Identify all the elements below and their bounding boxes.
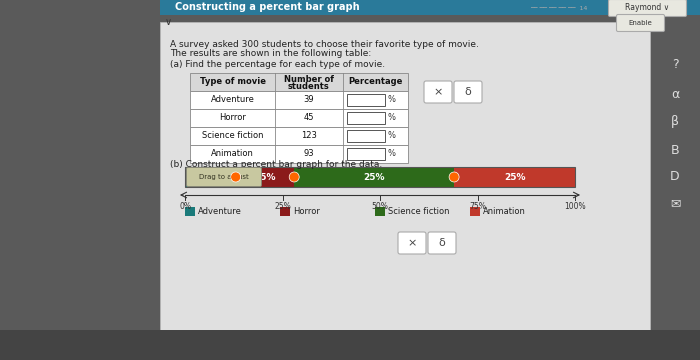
Text: %: % xyxy=(388,95,396,104)
FancyBboxPatch shape xyxy=(424,81,452,103)
Text: 45: 45 xyxy=(304,113,314,122)
Text: Percentage: Percentage xyxy=(349,77,402,86)
Text: (b) Construct a percent bar graph for the data.: (b) Construct a percent bar graph for th… xyxy=(170,160,382,169)
Text: ?: ? xyxy=(672,58,678,72)
Text: 25%: 25% xyxy=(254,172,276,181)
Text: Adventure: Adventure xyxy=(198,207,242,216)
Text: 100%: 100% xyxy=(564,202,586,211)
Bar xyxy=(280,207,290,216)
Text: Drag to adjust: Drag to adjust xyxy=(199,174,249,180)
Text: Constructing a percent bar graph: Constructing a percent bar graph xyxy=(175,3,360,13)
Text: Enable: Enable xyxy=(628,20,652,26)
Bar xyxy=(236,167,294,187)
Bar xyxy=(375,207,385,216)
Text: Science fiction: Science fiction xyxy=(388,207,449,216)
Text: ×: × xyxy=(433,87,442,97)
Circle shape xyxy=(449,172,459,182)
Text: Number of: Number of xyxy=(284,75,334,84)
Bar xyxy=(185,167,575,187)
Text: %: % xyxy=(388,113,396,122)
Text: Raymond ∨: Raymond ∨ xyxy=(625,4,669,13)
Text: 25%: 25% xyxy=(504,172,525,181)
Text: 25%: 25% xyxy=(363,172,385,181)
Text: β: β xyxy=(671,116,679,129)
Bar xyxy=(185,207,195,216)
Text: ✉: ✉ xyxy=(670,198,680,211)
Text: Science fiction: Science fiction xyxy=(202,131,263,140)
FancyBboxPatch shape xyxy=(608,0,687,17)
Text: Animation: Animation xyxy=(483,207,526,216)
Text: δ: δ xyxy=(439,238,445,248)
Bar xyxy=(347,94,385,106)
Text: (a) Find the percentage for each type of movie.: (a) Find the percentage for each type of… xyxy=(170,60,385,69)
Bar xyxy=(190,91,408,109)
Text: ── ── ── ── ──  14: ── ── ── ── ── 14 xyxy=(530,5,587,10)
Text: D: D xyxy=(670,171,680,184)
Text: students: students xyxy=(288,82,330,91)
Text: ∨: ∨ xyxy=(164,17,172,27)
Text: A survey asked 300 students to choose their favorite type of movie.: A survey asked 300 students to choose th… xyxy=(170,40,479,49)
Bar xyxy=(347,148,385,160)
FancyBboxPatch shape xyxy=(617,14,664,31)
Text: δ: δ xyxy=(465,87,471,97)
Bar xyxy=(294,167,454,187)
Text: 75%: 75% xyxy=(469,202,486,211)
Text: α: α xyxy=(671,89,679,102)
Text: 13%: 13% xyxy=(199,172,221,181)
Bar xyxy=(454,167,575,187)
Text: Animation: Animation xyxy=(211,149,254,158)
Bar xyxy=(347,130,385,142)
Text: %: % xyxy=(388,131,396,140)
Bar xyxy=(190,127,408,145)
FancyBboxPatch shape xyxy=(428,232,456,254)
Bar xyxy=(190,73,408,91)
FancyBboxPatch shape xyxy=(454,81,482,103)
Circle shape xyxy=(231,172,241,182)
Bar xyxy=(160,0,700,15)
Text: Horror: Horror xyxy=(293,207,320,216)
Text: 25%: 25% xyxy=(274,202,291,211)
Bar xyxy=(0,330,700,360)
Text: 39: 39 xyxy=(304,95,314,104)
Text: 50%: 50% xyxy=(372,202,389,211)
Circle shape xyxy=(289,172,299,182)
Text: ×: × xyxy=(407,238,416,248)
Text: B: B xyxy=(671,144,679,157)
Bar xyxy=(185,167,236,187)
Text: Type of movie: Type of movie xyxy=(199,77,265,86)
Text: 123: 123 xyxy=(301,131,317,140)
Text: Adventure: Adventure xyxy=(211,95,254,104)
Text: Horror: Horror xyxy=(219,113,246,122)
Text: 93: 93 xyxy=(304,149,314,158)
Bar xyxy=(190,109,408,127)
Text: %: % xyxy=(388,149,396,158)
FancyBboxPatch shape xyxy=(186,167,262,186)
Text: The results are shown in the following table:: The results are shown in the following t… xyxy=(170,49,371,58)
Bar xyxy=(190,145,408,163)
FancyBboxPatch shape xyxy=(398,232,426,254)
Bar xyxy=(347,112,385,124)
Text: 0%: 0% xyxy=(179,202,191,211)
Bar xyxy=(470,207,480,216)
Bar xyxy=(160,22,650,330)
